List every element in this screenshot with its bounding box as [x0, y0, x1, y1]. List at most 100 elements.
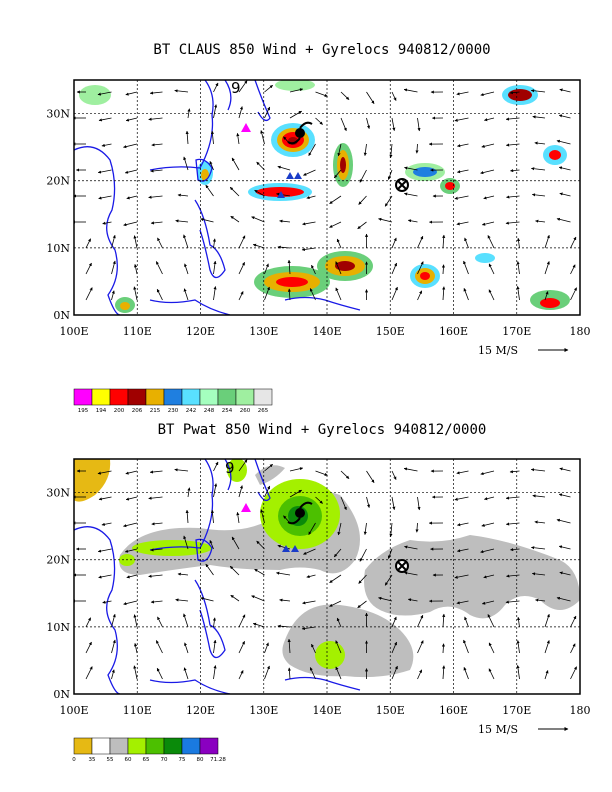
wind-arrow	[213, 483, 218, 498]
wind-arrow	[357, 600, 367, 609]
wind-arrow	[359, 548, 367, 562]
wind-arrow	[123, 600, 138, 606]
wind-arrow	[480, 548, 495, 554]
wind-arrow	[123, 143, 138, 149]
wind-arrow	[329, 574, 342, 584]
wind-arrow	[488, 263, 495, 275]
wind-arrow	[277, 544, 291, 550]
wind-arrow	[302, 221, 316, 226]
wind-arrow	[279, 219, 291, 223]
wind-arrow	[544, 670, 549, 680]
wind-arrow	[456, 169, 469, 174]
wind-arrow	[124, 548, 138, 553]
wind-arrow	[150, 169, 163, 173]
colorbar-swatch	[73, 737, 93, 755]
wind-arrow	[123, 522, 138, 528]
wind-arrow	[111, 290, 115, 301]
wind-arrow	[483, 195, 495, 200]
wind-arrow	[366, 470, 375, 483]
lon-tick-label: 100E	[59, 704, 88, 717]
wind-arrow	[149, 470, 163, 474]
wind-arrow	[308, 143, 316, 156]
wind-arrow	[97, 91, 112, 96]
lon-tick-label: 100E	[59, 325, 88, 338]
wind-arrow	[484, 496, 495, 501]
wind-arrow	[535, 219, 546, 223]
wind-arrow	[403, 88, 418, 93]
wind-arrow	[378, 596, 393, 602]
gridlines-2	[74, 459, 580, 694]
wind-arrow	[102, 600, 112, 604]
colorbar-swatch	[109, 388, 129, 406]
lon-tick-label: 180	[570, 704, 591, 717]
wind-arrow	[85, 238, 92, 249]
wind-arrow	[391, 665, 398, 680]
wind-arrow	[464, 237, 469, 249]
wind-arrow	[456, 91, 469, 96]
wind-arrow	[558, 114, 571, 119]
wind-arrow	[484, 117, 495, 122]
wind-arrow	[530, 89, 546, 93]
wind-arrow	[378, 217, 393, 223]
wind-arrow	[329, 600, 342, 607]
wind-arrow	[441, 264, 446, 275]
wind-arrow	[391, 616, 397, 628]
wind-arrow	[238, 291, 244, 301]
wind-arrow	[264, 665, 270, 680]
colorbar-swatch	[181, 388, 201, 406]
lon-tick-label: 160E	[439, 704, 468, 717]
wind-arrow	[407, 598, 418, 602]
colorbar-label: 242	[186, 408, 197, 414]
wind-arrow	[238, 485, 243, 498]
gyre-marker-icon	[241, 123, 251, 132]
colorbar-label: 75	[179, 757, 186, 763]
wind-arrow	[417, 614, 424, 628]
wind-arrow	[558, 493, 571, 498]
wind-arrow	[229, 565, 240, 576]
blue-marker-icon	[294, 172, 302, 179]
wind-arrow	[544, 234, 550, 249]
wind-arrow	[570, 643, 576, 654]
colorbar-swatch	[163, 737, 183, 755]
wind-arrow	[264, 485, 271, 498]
wind-arrow	[403, 571, 418, 576]
wind-arrow	[516, 640, 520, 654]
wind-arrow	[185, 509, 189, 524]
wind-arrow	[389, 522, 393, 537]
wind-arrow	[183, 613, 189, 628]
colorbar-swatch	[217, 388, 237, 406]
wind-arrow	[391, 117, 396, 131]
colorbar-label: 194	[96, 408, 107, 414]
wind-arrow	[126, 195, 138, 200]
wind-arrow	[456, 548, 469, 553]
colorbar-swatch	[235, 388, 255, 406]
colorbar-1: 195 194 200 206 215 230 242 248 254 260 265	[73, 388, 273, 414]
colorbar-label: 265	[258, 408, 269, 414]
wind-arrow	[134, 264, 138, 275]
colorbar-label: 254	[222, 408, 233, 414]
wind-arrow	[417, 640, 424, 654]
colorbar-swatch	[163, 388, 183, 406]
wind-arrow	[487, 235, 495, 249]
wind-arrow	[505, 600, 520, 604]
wind-arrow	[516, 285, 520, 301]
wind-arrow	[306, 574, 316, 579]
wind-arrow	[210, 130, 215, 145]
colorbar-label: 71.28	[210, 757, 226, 763]
wind-arrow	[85, 262, 92, 275]
wind-arrow	[488, 289, 495, 301]
wind-arrow	[212, 617, 216, 628]
lat-tick-label: 0N	[53, 309, 70, 322]
wind-arrow	[391, 91, 397, 101]
lat-tick-label: 0N	[53, 688, 70, 701]
wind-arrow	[177, 193, 189, 197]
wind-arrow	[340, 496, 347, 511]
wind-arrow	[329, 195, 342, 205]
wind-arrow	[544, 291, 549, 301]
wind-arrow	[531, 546, 546, 550]
lat-tick-label: 30N	[46, 487, 70, 500]
wind-arrow	[126, 574, 138, 579]
wind-arrow	[148, 496, 163, 500]
wind-arrow	[184, 263, 189, 275]
wind-arrow	[309, 667, 316, 680]
